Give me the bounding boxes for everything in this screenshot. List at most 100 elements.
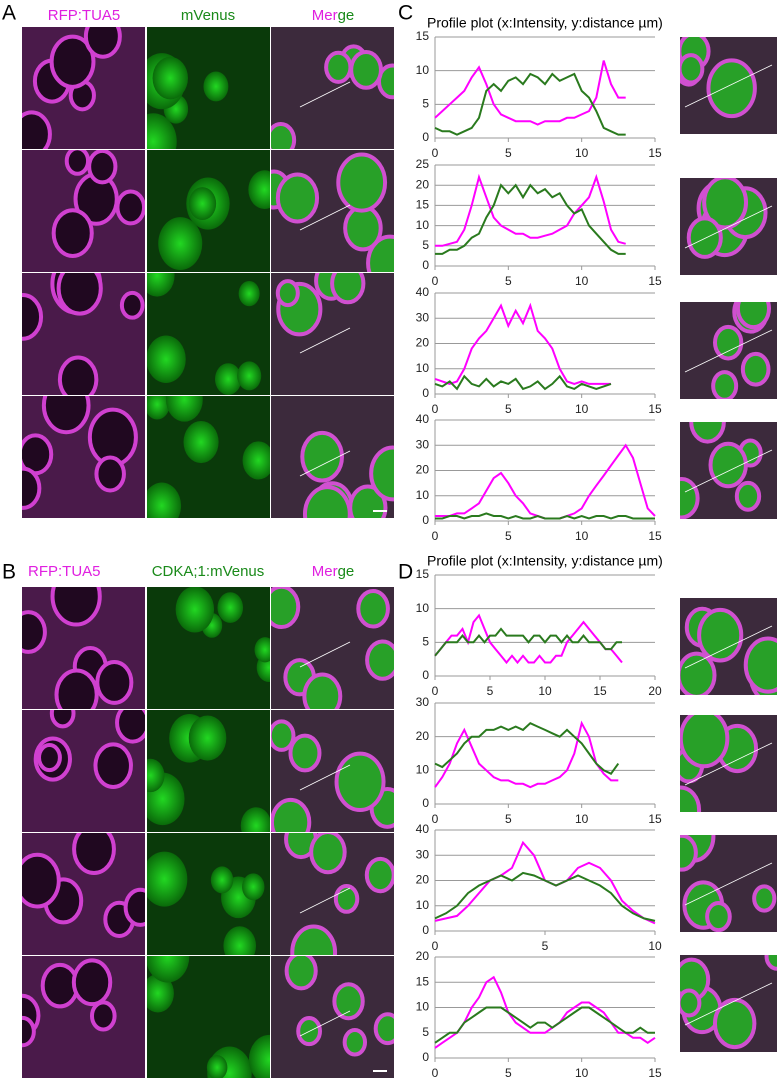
nucleus	[93, 742, 133, 789]
y-tick-label: 10	[416, 218, 430, 232]
nucleus	[115, 710, 145, 744]
y-tick-label: 0	[422, 513, 429, 527]
x-tick-label: 5	[505, 146, 512, 160]
y-tick-label: 40	[416, 822, 430, 836]
x-tick-label: 0	[432, 1066, 439, 1080]
row-label: Metaphase I	[3, 295, 19, 372]
cells	[147, 396, 270, 518]
cells	[22, 958, 117, 1048]
nucleus	[680, 477, 700, 519]
x-tick-label: 10	[575, 1066, 589, 1080]
cells	[51, 150, 145, 258]
profile-line-series	[435, 183, 626, 255]
profile-line	[684, 64, 773, 108]
x-tick-label: 0	[432, 684, 439, 698]
profile-line	[684, 625, 773, 669]
row-label: Pre-NEB	[3, 183, 19, 238]
cells	[22, 273, 145, 395]
nucleus	[165, 396, 203, 422]
profile-line-series	[434, 72, 626, 136]
nucleus	[83, 27, 122, 59]
cells	[680, 37, 757, 119]
y-tick-label: 5	[422, 238, 429, 252]
nucleus	[712, 997, 757, 1050]
x-tick-label: 10	[575, 146, 589, 160]
x-tick-label: 10	[575, 274, 589, 288]
nucleus	[686, 216, 723, 259]
nucleus	[702, 178, 749, 230]
cells	[300, 430, 394, 518]
nucleus	[22, 110, 52, 149]
x-tick-label: 15	[648, 1066, 662, 1080]
nucleus	[369, 445, 394, 502]
x-tick-label: 5	[505, 274, 512, 288]
y-tick-label: 0	[422, 258, 429, 272]
nucleus	[302, 485, 352, 518]
x-tick-label: 5	[505, 402, 512, 416]
nucleus	[248, 1034, 270, 1078]
nucleus	[705, 900, 732, 932]
y-tick-label: 10	[416, 488, 430, 502]
row-label: Late prophase	[3, 43, 19, 133]
nucleus	[740, 351, 771, 387]
nucleus	[49, 34, 96, 89]
nucleus	[89, 1000, 117, 1032]
x-tick-label: 5	[505, 529, 512, 543]
cells	[22, 833, 145, 938]
x-tick-label: 5	[505, 812, 512, 826]
nucleus	[300, 430, 344, 483]
nucleus	[238, 280, 260, 307]
y-tick-label: 20	[416, 873, 430, 887]
nucleus	[334, 751, 386, 812]
profile-line	[299, 887, 351, 914]
profile-line	[684, 862, 773, 906]
chart-title: Profile plot (x:Intensity, y:distance µm…	[427, 553, 663, 569]
nucleus	[242, 441, 270, 480]
nucleus	[203, 71, 229, 102]
cells	[275, 273, 366, 337]
nucleus	[22, 1015, 36, 1048]
y-tick-label: 0	[422, 1050, 429, 1064]
nucleus	[271, 719, 296, 752]
cells	[158, 170, 270, 270]
nucleus	[22, 610, 47, 654]
column-header: RFP:TUA5	[28, 563, 101, 580]
cells	[680, 715, 759, 812]
y-tick-label: 15	[416, 198, 430, 212]
merge-part: Mer	[312, 7, 338, 24]
profile-line	[299, 764, 351, 791]
y-tick-label: 15	[416, 29, 430, 43]
nucleus	[349, 50, 383, 90]
y-tick-label: 10	[416, 361, 430, 375]
y-tick-label: 0	[422, 130, 429, 144]
y-tick-label: 5	[422, 97, 429, 111]
profile-line	[684, 329, 773, 373]
y-tick-label: 0	[422, 668, 429, 682]
y-tick-label: 0	[422, 923, 429, 937]
x-tick-label: 5	[487, 684, 494, 698]
profile-line	[684, 449, 773, 493]
nucleus	[271, 587, 301, 630]
nucleus	[71, 958, 113, 1007]
nucleus	[147, 335, 186, 383]
nucleus	[158, 217, 203, 270]
y-tick-label: 20	[416, 949, 430, 963]
x-tick-label: 15	[648, 529, 662, 543]
y-tick-label: 5	[422, 635, 429, 649]
profile-line-series	[434, 374, 612, 391]
nucleus	[288, 733, 322, 773]
nucleus	[188, 715, 227, 761]
profile-line-series	[434, 60, 626, 126]
nucleus	[147, 273, 175, 297]
nucleus	[57, 355, 99, 395]
cells	[22, 27, 122, 149]
cells	[33, 710, 145, 789]
profile-line	[684, 982, 773, 1026]
cells	[680, 606, 777, 695]
x-tick-label: 0	[432, 274, 439, 288]
profile-line	[299, 641, 351, 668]
y-tick-label: 30	[416, 695, 430, 709]
profile-line-series	[434, 1006, 655, 1044]
x-tick-label: 10	[648, 939, 662, 953]
x-tick-label: 15	[648, 402, 662, 416]
